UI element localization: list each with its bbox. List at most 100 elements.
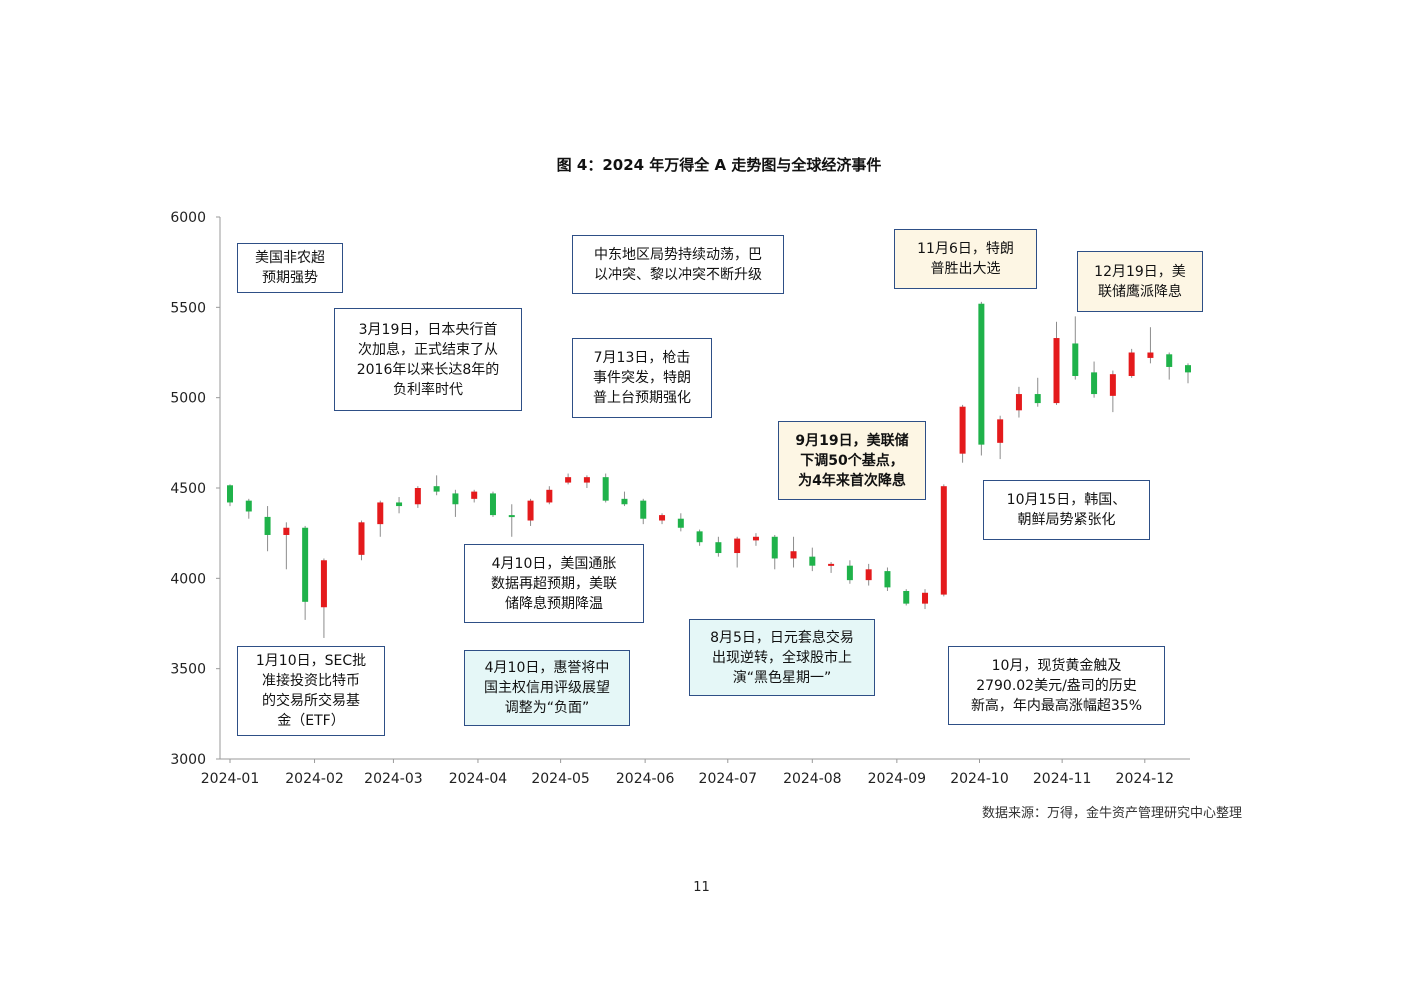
candle-body [546,489,553,503]
candle-down [696,529,703,546]
candle-body [1128,352,1135,376]
candle-up [358,520,365,561]
candle-body [508,515,515,518]
candle-body [1091,372,1098,395]
candle-up [997,415,1004,460]
candle-body [433,486,440,492]
candle-up [659,513,666,525]
annotation-us-inflation: 4月10日，美国通胀 数据再超预期，美联 储降息预期降温 [464,544,644,623]
candle-down [903,589,910,606]
y-tick-label: 5500 [170,300,206,316]
candle-body [790,551,797,559]
candle-body [358,522,365,555]
x-tick-label: 2024-05 [531,771,590,787]
candle-body [565,477,572,483]
annotation-korea-tension: 10月15日，韩国、 朝鲜局势紧张化 [983,480,1150,540]
candle-body [452,493,459,505]
chart-axes: 3000 3500 4000 4500 5000 5500 6000 2024-01 2024-… [170,210,1190,787]
annotation-yen-carry-trade: 8月5日，日元套息交易 出现逆转，全球股市上 演“黑色星期一” [689,619,875,696]
candle-up [790,536,797,568]
candle-down [1185,363,1191,384]
candle-down [1091,361,1098,398]
candle-body [865,569,872,581]
candle-body [884,571,891,588]
candle-down [489,491,496,517]
candle-up [583,475,590,488]
candle-body [320,560,327,608]
candle-down [715,536,722,557]
candle-body [302,527,309,602]
candle-body [602,477,609,501]
candle-body [828,563,835,566]
candle-down [677,513,684,532]
candle-body [471,491,478,499]
candle-body [583,477,590,483]
candle-down [227,484,233,507]
x-tick-label: 2024-09 [868,771,927,787]
x-tick-label: 2024-12 [1116,771,1175,787]
y-tick-label: 4500 [170,481,206,497]
candle-body [659,515,666,521]
candle-down [621,491,628,507]
candle-body [1072,343,1079,376]
annotation-fitch-outlook: 4月10日，惠誉将中 国主权信用评级展望 调整为“负面” [464,650,630,726]
page-number: 11 [693,880,710,895]
candle-body [846,565,853,581]
candle-body [1015,394,1022,411]
annotation-bitcoin-etf: 1月10日，SEC批 准接投资比特币 的交易所交易基 金（ETF） [237,646,385,736]
candle-down [396,497,403,514]
x-tick-label: 2024-01 [201,771,260,787]
data-source: 数据来源：万得，金牛资产管理研究中心整理 [982,806,1243,821]
x-tick-label: 2024-06 [616,771,675,787]
x-tick-label: 2024-08 [783,771,842,787]
candle-body [377,502,384,525]
candle-up [1015,386,1022,418]
y-tick-label: 6000 [170,210,206,226]
x-tick-label: 2024-04 [449,771,508,787]
candle-down [508,504,515,537]
candle-body [997,419,1004,443]
candle-body [677,518,684,528]
y-tick-label: 3000 [170,752,206,768]
annotation-fed-september-cut: 9月19日，美联储 下调50个基点， 为4年来首次降息 [778,421,926,500]
candle-up [546,486,553,505]
x-tick-label: 2024-11 [1033,771,1092,787]
candle-down [602,473,609,503]
candle-up [527,498,534,526]
candle-up [1053,321,1060,405]
candle-body [1053,338,1060,404]
candle-up [320,558,327,638]
chart-title: 图 4：2024 年万得全 A 走势图与全球经济事件 [556,156,882,174]
candle-body [621,498,628,505]
x-tick-label: 2024-07 [699,771,758,787]
x-tick-label: 2024-02 [285,771,344,787]
candle-body [227,485,233,503]
candle-up [414,486,421,508]
x-tick-label: 2024-10 [950,771,1009,787]
candle-body [1166,354,1173,367]
annotation-nfp: 美国非农超 预期强势 [237,243,343,293]
candle-body [414,488,421,505]
candle-body [959,406,966,454]
candle-down [1034,377,1041,407]
candle-up [734,536,741,568]
candle-body [264,516,271,535]
candle-up [922,589,929,610]
candle-body [922,592,929,604]
y-tick-label: 4000 [170,571,206,587]
candle-body [489,493,496,516]
candle-down [640,498,647,525]
annotation-mideast-conflict: 中东地区局势持续动荡，巴 以冲突、黎以冲突不断升级 [572,235,784,294]
candle-down [809,547,816,572]
annotation-trump-shooting: 7月13日，枪击 事件突发，特朗 普上台预期强化 [572,338,712,418]
candle-up [940,484,947,597]
annotation-boj-rate-hike: 3月19日，日本央行首 次加息，正式结束了从 2016年以来长达8年的 负利率时… [334,308,522,411]
candle-down [846,560,853,584]
x-tick-label: 2024-03 [364,771,423,787]
candle-body [940,486,947,595]
candle-down [884,567,891,591]
candle-up [565,473,572,485]
candle-up [377,500,384,537]
candle-body [1034,394,1041,404]
candle-body [283,527,290,535]
